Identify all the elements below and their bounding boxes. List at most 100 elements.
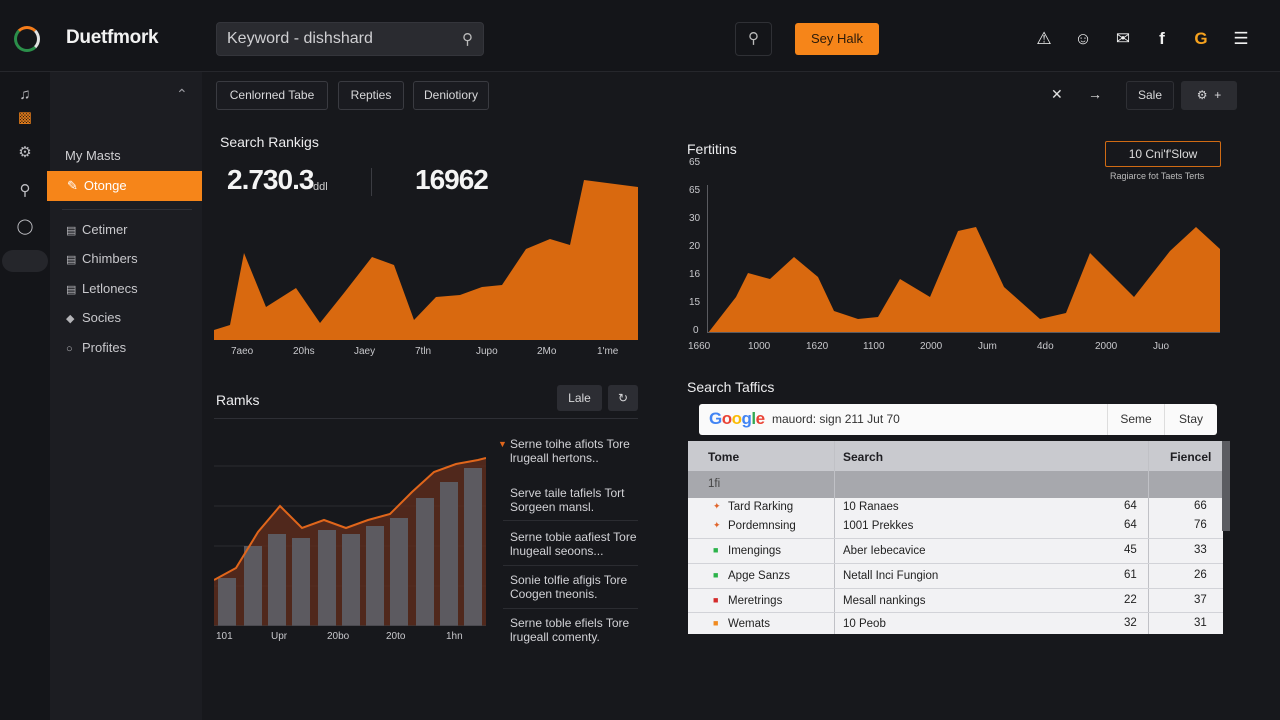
late-button[interactable]: Lale <box>557 385 602 411</box>
sidebar-item-label: Profites <box>82 340 127 355</box>
rail-toggle[interactable] <box>2 250 48 272</box>
y-tick: 0 <box>693 325 699 336</box>
table-row[interactable]: ■ Imengings Aber Iebecavice 45 33 <box>688 539 1223 564</box>
list-icon: ▤ <box>66 254 77 266</box>
sidebar-item-label: Letlonecs <box>82 281 138 296</box>
x-tick: Jum <box>978 341 997 352</box>
column-header[interactable]: Fiencel <box>1170 450 1212 464</box>
tag-icon: ◆ <box>66 313 75 325</box>
refresh-icon[interactable]: ↻ <box>608 385 638 411</box>
table-row[interactable]: ■ Meretrings Mesall nankings 22 37 <box>688 589 1223 613</box>
divider <box>503 520 638 521</box>
y-tick: 65 <box>689 157 701 168</box>
bar-chart-icon[interactable]: ▩ <box>17 109 33 126</box>
note-item: Serne toihe afiots Tore lrugeall hertons.… <box>510 437 630 465</box>
bar <box>268 534 286 626</box>
search-icon[interactable]: ⚲ <box>19 182 31 199</box>
sidebar-item[interactable]: ◆ Socies <box>66 310 121 325</box>
icon-rail <box>0 72 50 720</box>
x-axis <box>707 332 1220 333</box>
sidebar-item[interactable]: ▤ Chimbers <box>66 251 138 266</box>
menu-icon[interactable]: ☰ <box>1233 29 1249 48</box>
top-bar <box>0 0 1280 72</box>
sidebar-item-active[interactable]: ✎ Otonge <box>47 171 202 201</box>
row-marker-icon: ■ <box>713 618 719 628</box>
x-tick: Upr <box>271 631 288 642</box>
cta-button[interactable]: Sey Halk <box>795 23 879 55</box>
positions-title: Fertitins <box>687 141 737 157</box>
y-axis <box>707 185 708 333</box>
x-tick: 1100 <box>863 341 885 352</box>
add-button[interactable]: ⚙ + <box>1181 81 1237 110</box>
circle-icon: ○ <box>66 343 73 355</box>
chip-customized-table[interactable]: Cenlorned Tabe <box>216 81 328 110</box>
scrollbar[interactable] <box>1222 441 1230 531</box>
chevron-up-icon[interactable]: ⌃ <box>176 86 188 102</box>
mail-icon[interactable]: ✉ <box>1115 29 1131 48</box>
sidebar-item[interactable]: ○ Profites <box>66 340 126 355</box>
row-marker-icon: ■ <box>713 595 719 605</box>
sidebar-item[interactable]: ▤ Letlonecs <box>66 281 138 296</box>
x-tick: 2000 <box>1095 341 1118 352</box>
y-tick: 15 <box>689 297 701 308</box>
arrow-icon[interactable]: → <box>1088 86 1102 102</box>
search-icon: ⚲ <box>748 30 759 47</box>
google-icon[interactable]: G <box>1194 29 1208 48</box>
same-button[interactable]: Seme <box>1107 404 1164 435</box>
sidebar-item[interactable]: ▤ Cetimer <box>66 222 128 237</box>
rankings-area-chart <box>214 180 638 340</box>
note-item: Serne tobie aafiest Tore lnugeall seoons.… <box>510 530 637 558</box>
table-row[interactable]: ✦ Pordemnsing 1001 Prekkes 64 76 <box>688 517 1223 539</box>
metric-unit: ddl <box>313 181 328 193</box>
bar <box>464 468 482 626</box>
tools-icon[interactable]: ✕ <box>1051 86 1063 102</box>
x-tick: 1'me <box>597 346 619 357</box>
stay-button[interactable]: Stay <box>1164 404 1217 435</box>
music-icon[interactable]: ♫ <box>19 86 31 103</box>
sidebar-item-label: Chimbers <box>82 251 138 266</box>
traffic-table: Tome Search Fiencel 1fi ✦ Tard Rarking 1… <box>688 441 1223 634</box>
y-tick: 16 <box>689 269 701 280</box>
note-item: Sonie tolfie afigis Tore Coogen tneonis. <box>510 573 628 601</box>
user-icon[interactable]: ☺ <box>1074 29 1092 48</box>
row-marker-icon: ■ <box>713 545 719 555</box>
search-box[interactable]: ⚲ <box>216 22 484 56</box>
column-header[interactable]: Tome <box>708 450 740 464</box>
google-search-bar[interactable]: Google mauord: sign 211 Jut 70 Seme Stay <box>699 404 1217 435</box>
note-item: Serne toble efiels Tore lrugeall comenty. <box>510 616 630 644</box>
table-subheader: 1fi <box>688 471 1223 498</box>
column-divider <box>1148 441 1149 634</box>
note-item: Serve taile tafiels Tort Sorgeen mansl. <box>510 486 625 514</box>
chip-directory[interactable]: Deniotiory <box>413 81 489 110</box>
pencil-icon: ✎ <box>67 178 78 193</box>
y-tick: 20 <box>689 241 701 252</box>
timeframe-button[interactable]: 10 Cni'f'Slow <box>1105 141 1221 167</box>
x-tick: 7aeo <box>231 346 254 357</box>
search-button[interactable]: ⚲ <box>735 22 772 56</box>
sidebar-item-label: Otonge <box>83 178 127 193</box>
x-tick: 1620 <box>806 341 829 352</box>
google-query[interactable]: mauord: sign 211 Jut 70 <box>772 412 900 426</box>
x-tick: 1hn <box>446 631 463 642</box>
x-tick: 101 <box>216 631 233 642</box>
ranks-title: Ramks <box>216 392 260 408</box>
alert-triangle-icon[interactable]: ⚠ <box>1036 29 1052 48</box>
facebook-icon[interactable]: f <box>1159 29 1165 48</box>
shield-icon[interactable]: ◯ <box>16 218 34 235</box>
x-tick: 1660 <box>688 341 711 352</box>
table-row[interactable]: ✦ Tard Rarking 10 Ranaes 64 66 <box>713 500 1207 513</box>
search-icon[interactable]: ⚲ <box>462 31 473 48</box>
save-button[interactable]: Sale <box>1126 81 1174 110</box>
column-header[interactable]: Search <box>843 450 884 464</box>
search-rankings-title: Search Rankigs <box>220 134 319 150</box>
x-tick: 4do <box>1037 341 1054 352</box>
positions-area <box>708 227 1220 333</box>
settings-icon[interactable]: ⚙ <box>18 144 32 161</box>
table-row[interactable]: ■ Apge Sanzs Netall Inci Fungion 61 26 <box>688 564 1223 589</box>
search-input[interactable] <box>227 30 447 48</box>
ranks-combo-chart <box>214 457 486 626</box>
chip-reports[interactable]: Repties <box>338 81 404 110</box>
table-row[interactable]: ■ Wemats 10 Peob 32 31 <box>713 617 1207 630</box>
divider <box>214 418 638 419</box>
sidebar-heading: My Masts <box>65 148 121 163</box>
